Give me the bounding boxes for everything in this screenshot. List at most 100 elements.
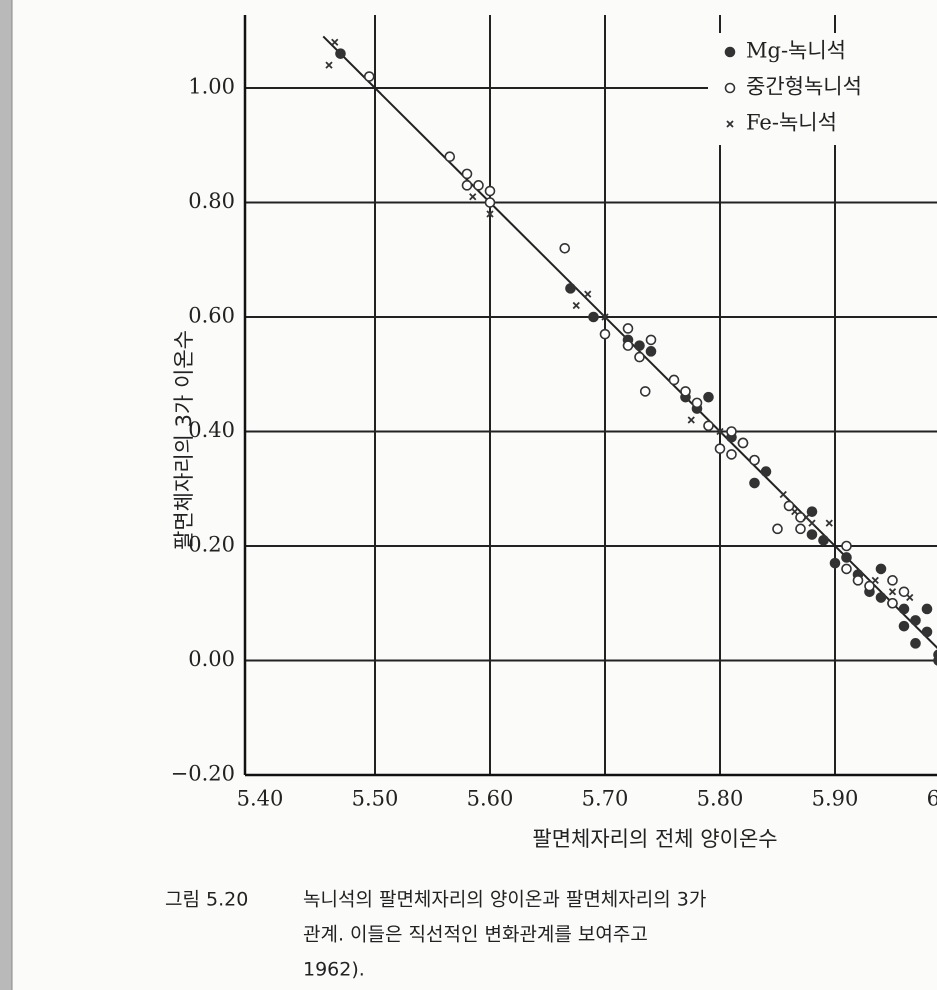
y-axis-label: 팔면체자리의 3가 이온수 [172,330,196,550]
caption-line: 1962). [303,959,365,981]
point [806,529,818,540]
point [601,313,609,321]
y-tick-label: 0.40 [188,418,235,442]
point [726,449,737,460]
caption-number: 그림 5.20 [165,889,248,911]
point [806,506,818,517]
point [559,243,571,254]
x-tick-label: 5.80 [697,787,744,811]
point [802,513,810,522]
point [680,386,691,397]
point [887,597,898,609]
point [484,197,496,208]
point [634,340,645,351]
point [645,346,657,357]
legend-marker [726,120,734,128]
point [565,283,576,294]
point [910,615,921,626]
y-tick-label: 0.20 [188,533,235,557]
point [335,48,346,59]
page-edge [0,0,12,990]
x-tick-label: 5.70 [582,787,629,811]
point [622,340,634,351]
point [825,519,833,527]
point [486,210,494,218]
legend-marker [724,82,736,94]
point [572,301,580,310]
x-tick-label: 5.40 [237,787,284,811]
y-tick-label: −0.20 [171,762,235,786]
legend-marker [724,46,736,58]
x-tick-label: 5.50 [352,787,399,811]
point [588,311,599,323]
point [461,180,473,191]
point [469,193,477,201]
point [484,185,496,197]
point [668,374,680,386]
point [622,323,634,334]
point [331,38,339,46]
point [933,655,937,666]
x-axis-label: 팔면체자리의 전체 양이온수 [532,827,777,851]
point [634,351,645,363]
point [779,490,787,499]
point [691,397,703,409]
point [687,416,695,424]
legend-label: Mg-녹니석 [746,39,846,63]
legend-label: Fe-녹니석 [746,111,837,135]
marks [322,35,937,666]
point [749,454,760,466]
y-tick-label: 1.00 [188,75,235,99]
point [645,334,657,346]
point [818,534,829,546]
point [841,563,852,575]
point [473,180,484,191]
point [749,477,760,489]
point [829,557,841,569]
legend-box [708,33,937,145]
point [461,168,473,180]
caption-line: 녹니석의 팔면체자리의 양이온과 팔면체자리의 3가 [303,889,706,911]
point [737,437,749,449]
y-tick-label: 0.00 [188,647,235,671]
x-tick-label: 6.00 [927,787,937,811]
point [898,620,910,632]
point [921,603,933,615]
y-tick-label: 0.80 [188,189,235,213]
point [841,540,852,552]
point [888,588,897,596]
point [906,593,914,602]
point [875,563,887,575]
point [325,61,333,69]
point [783,500,795,512]
point [921,626,933,638]
point [726,426,737,437]
point [599,328,611,340]
point [875,592,887,603]
point [864,580,875,592]
point [887,575,898,586]
point [852,575,864,586]
x-tick-label: 5.90 [812,787,859,811]
point [639,386,651,397]
point [795,523,806,535]
point [898,586,910,598]
point [871,576,879,584]
point [584,290,592,298]
point [910,638,921,649]
point [791,508,799,516]
point [444,151,456,162]
point [760,466,772,477]
axes: −0.20 0.00 0.20 0.40 0.60 0.80 1.00 5.40 5.50 5.6… [171,15,937,811]
caption-line: 관계. 이들은 직선적인 변화관계를 보여주고 [303,924,648,946]
y-tick-label: 0.60 [188,304,235,328]
x-tick-label: 5.60 [467,787,514,811]
point [703,391,714,403]
point [714,443,726,454]
point [772,523,783,535]
point [808,519,816,527]
point [703,420,714,432]
